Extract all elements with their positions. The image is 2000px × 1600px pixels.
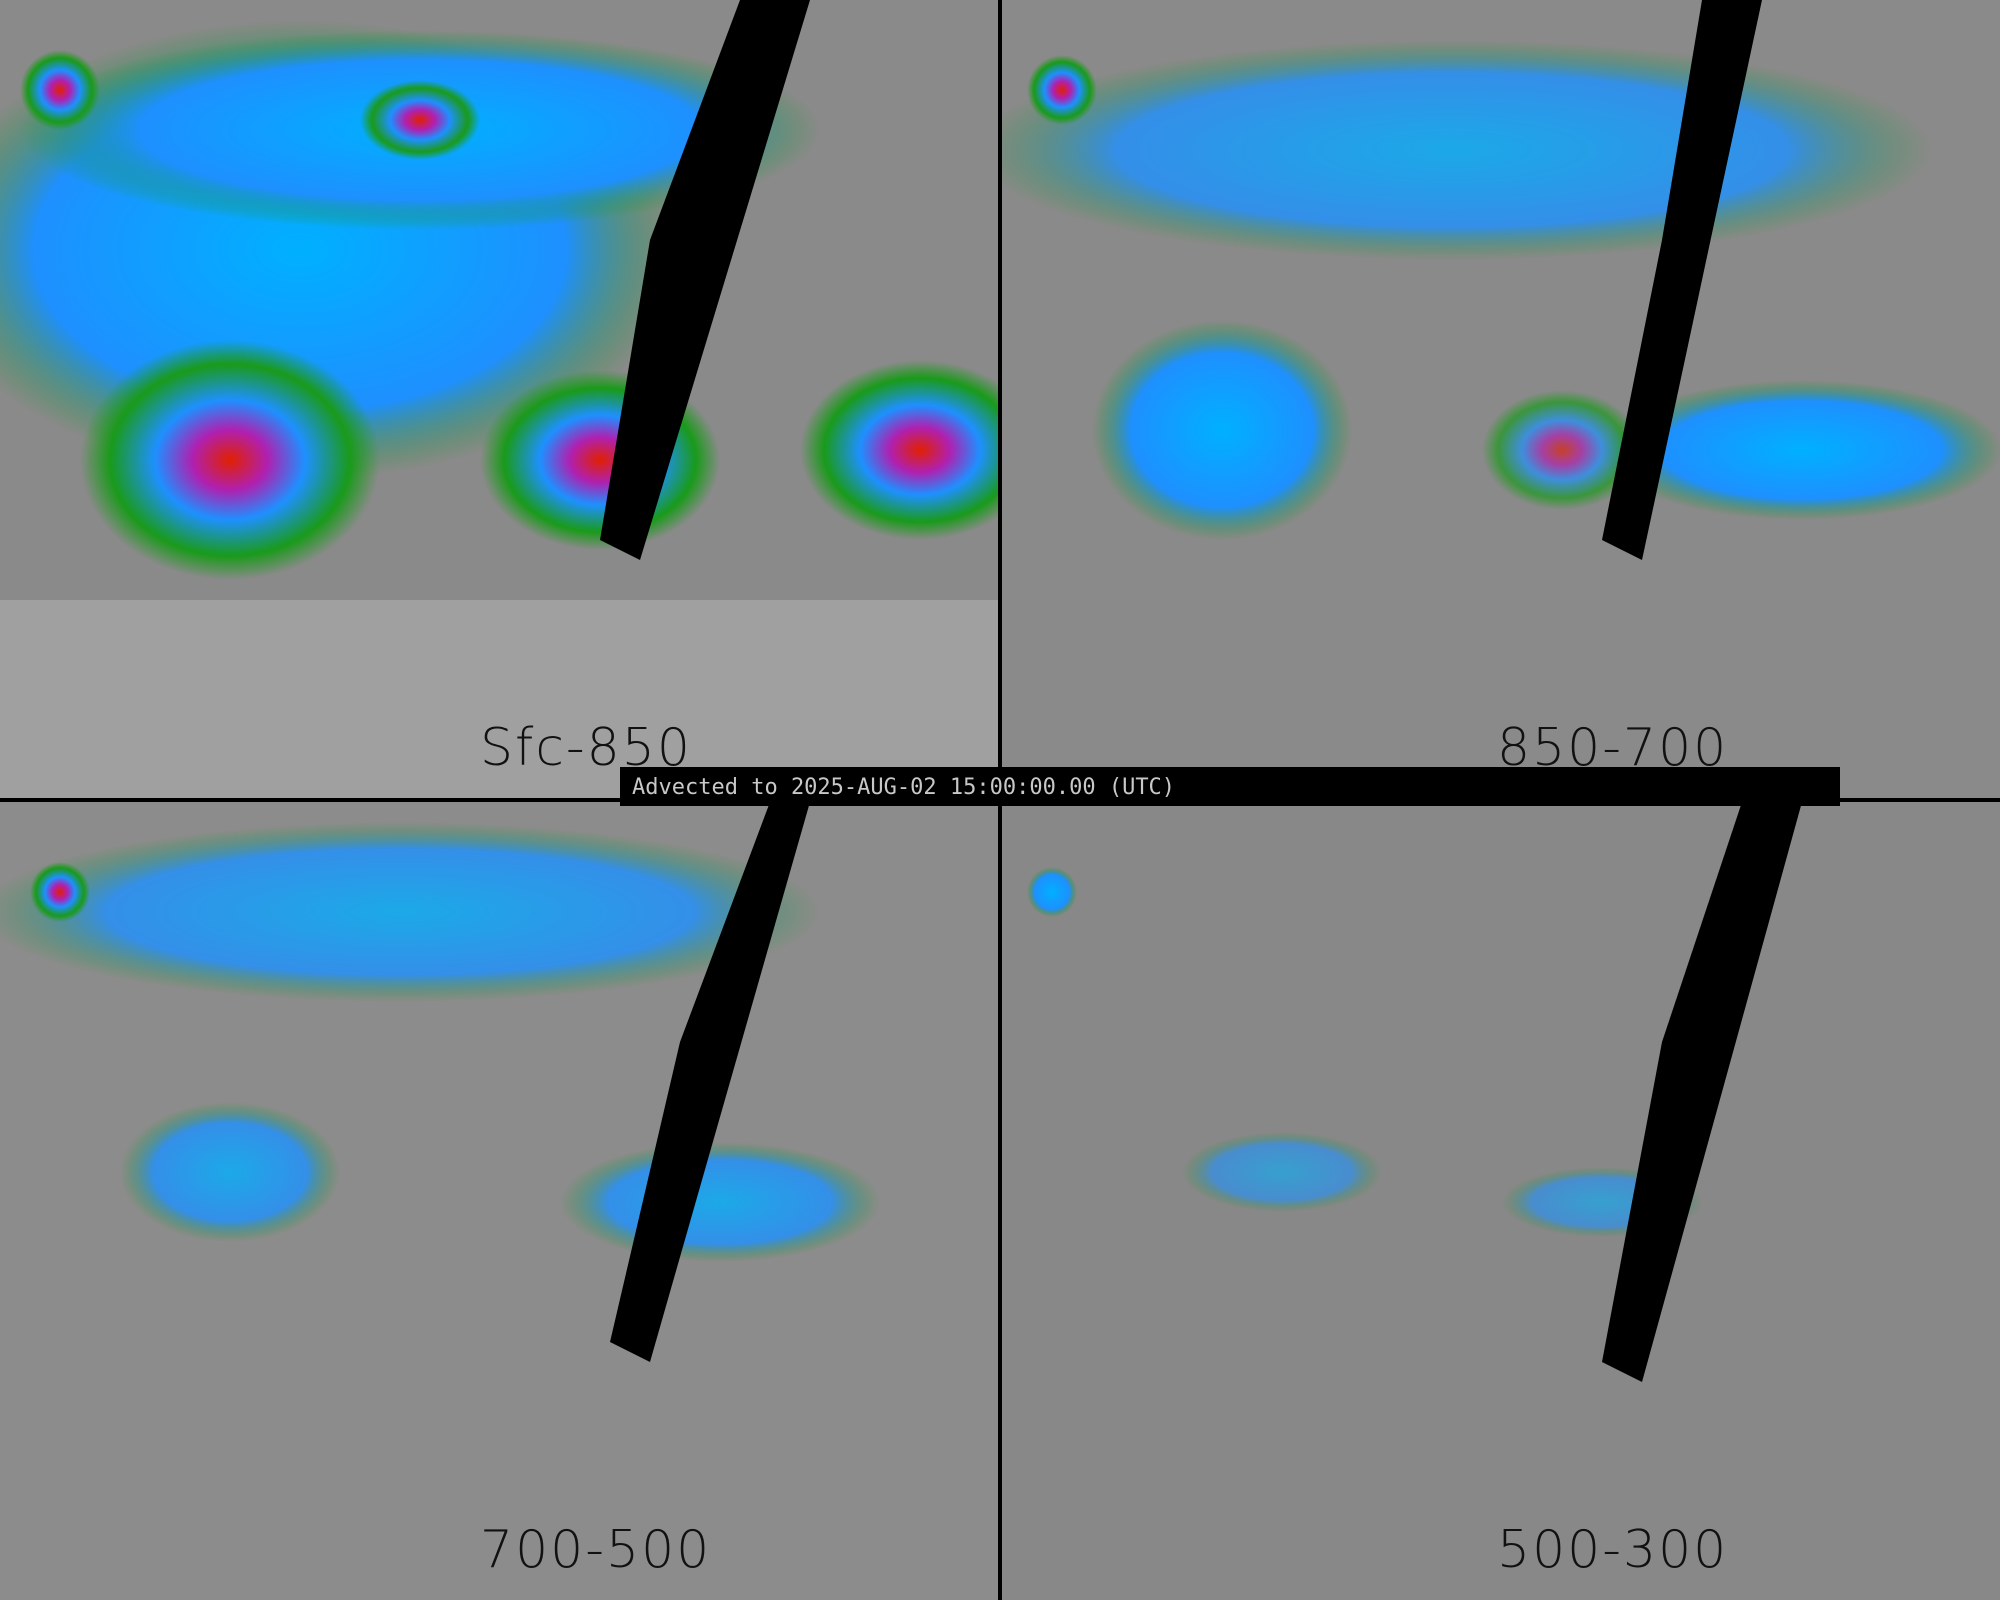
advection-time-text: Advected to 2025-AUG-02 15:00:00.00 (UTC… — [632, 775, 1176, 800]
map-700-500 — [0, 802, 998, 1600]
panel-500-300: 500-300 — [1002, 802, 2000, 1600]
panel-sfc-850: Sfc-850 — [0, 0, 998, 798]
layer-label: 500-300 — [1497, 1520, 1729, 1580]
advection-time-banner: Advected to 2025-AUG-02 15:00:00.00 (UTC… — [620, 767, 1840, 806]
panel-700-500: 700-500 — [0, 802, 998, 1600]
map-sfc-850 — [0, 0, 998, 798]
map-500-300 — [1002, 802, 2000, 1600]
map-850-700 — [1002, 0, 2000, 798]
layer-label: 700-500 — [480, 1520, 712, 1580]
panel-850-700: 850-700 — [1002, 0, 2000, 798]
